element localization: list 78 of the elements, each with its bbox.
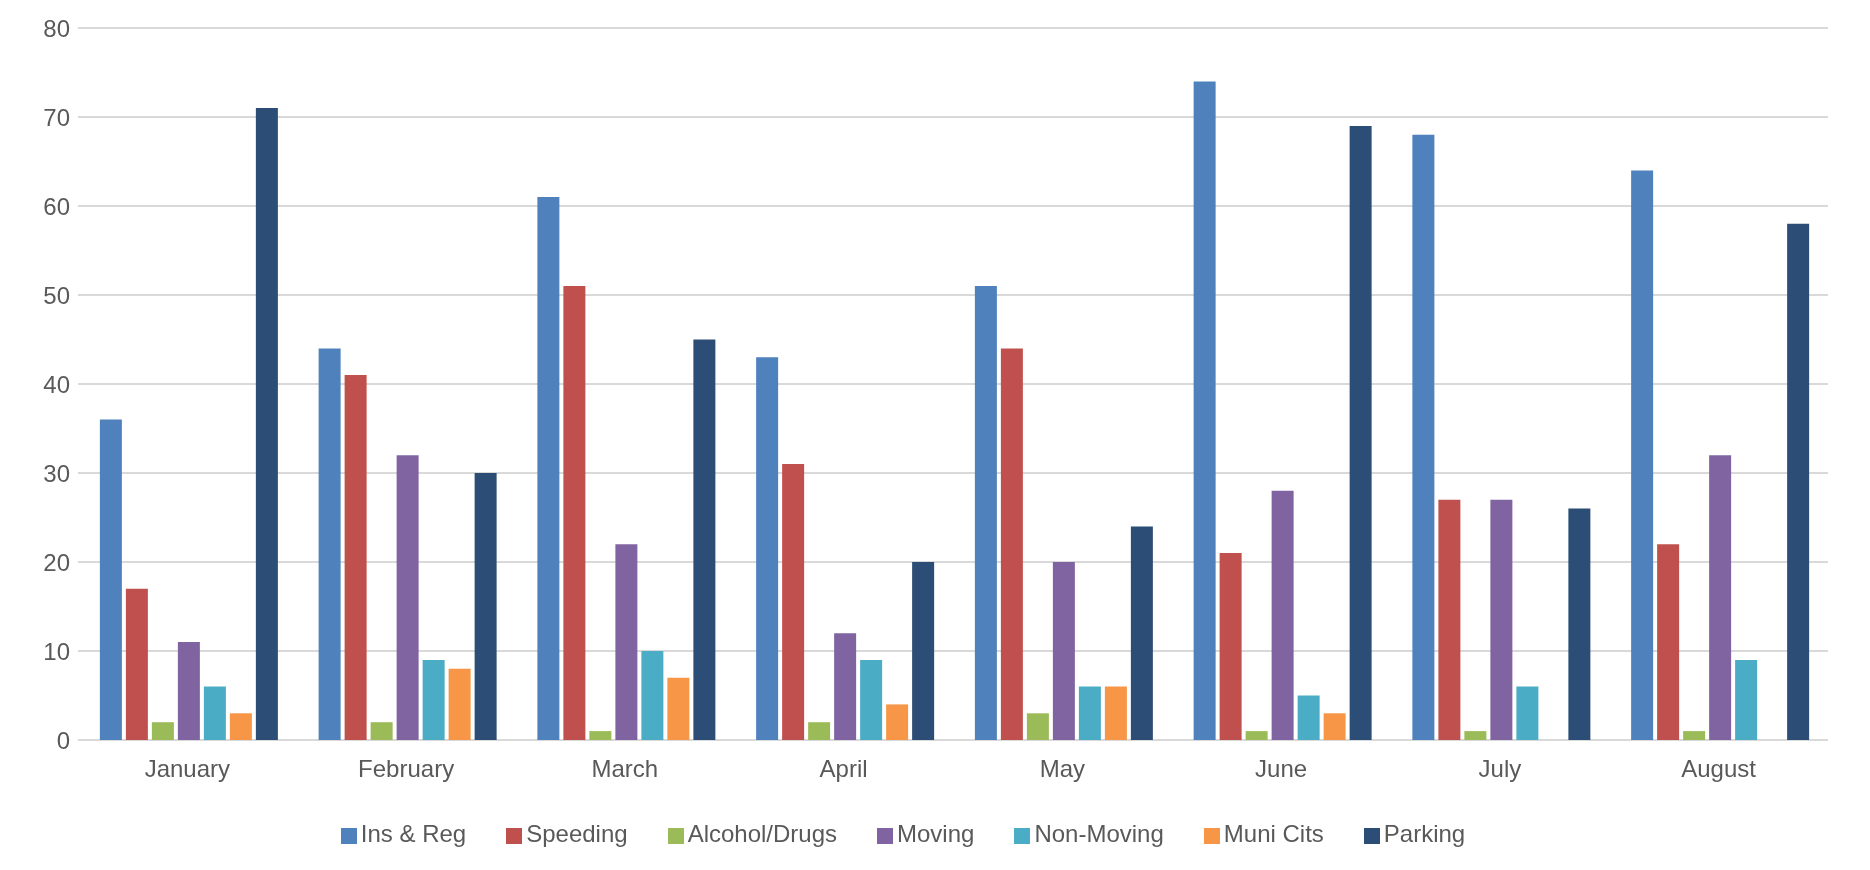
bar: [1052, 562, 1075, 740]
bar: [860, 659, 883, 740]
bar: [99, 419, 122, 740]
bar: [1323, 713, 1346, 740]
bar: [615, 544, 638, 740]
legend-label: Ins & Reg: [360, 820, 467, 847]
x-tick-label: January: [144, 755, 231, 783]
bar: [474, 473, 497, 740]
bar: [589, 731, 612, 740]
x-tick-label: August: [1681, 755, 1757, 783]
bar: [1631, 170, 1654, 740]
bar: [537, 197, 560, 740]
bar: [667, 677, 690, 740]
legend-label: Muni Cits: [1223, 820, 1324, 847]
bar: [229, 713, 252, 740]
bar: [1349, 125, 1372, 740]
bar: [1000, 348, 1023, 740]
bar: [1219, 553, 1242, 740]
y-tick-label: 50: [43, 281, 70, 309]
bar: [1438, 499, 1461, 740]
y-tick-label: 80: [43, 14, 70, 42]
bar: [1787, 223, 1810, 740]
y-tick-label: 40: [43, 370, 70, 398]
x-tick-label: June: [1255, 755, 1308, 783]
legend-label: Non-Moving: [1034, 820, 1164, 847]
bar: [396, 455, 419, 740]
bar: [1026, 713, 1049, 740]
legend-label: Moving: [897, 820, 975, 847]
y-tick-label: 10: [43, 637, 70, 665]
y-tick-label: 20: [43, 548, 70, 576]
bar: [912, 562, 935, 740]
bar: [1516, 686, 1539, 740]
x-tick-label: April: [819, 755, 868, 783]
bar: [1130, 526, 1153, 740]
bar: [1078, 686, 1101, 740]
bar: [886, 704, 909, 740]
bar: [1104, 686, 1127, 740]
y-tick-label: 70: [43, 103, 70, 131]
bar: [422, 659, 445, 740]
x-tick-label: May: [1039, 755, 1086, 783]
bar: [834, 633, 857, 740]
legend-label: Speeding: [526, 820, 628, 847]
bar: [808, 722, 831, 740]
bar: [974, 286, 997, 740]
bar: [782, 464, 805, 740]
bar: [151, 722, 174, 740]
bar: [318, 348, 341, 740]
bar: [1193, 81, 1216, 740]
bar: [1297, 695, 1320, 740]
bar: [756, 357, 779, 740]
bar: [1490, 499, 1513, 740]
bar: [1709, 455, 1732, 740]
legend-label: Parking: [1383, 820, 1466, 847]
bar: [1683, 731, 1706, 740]
bar: [1464, 731, 1487, 740]
bar: [448, 668, 471, 740]
bar: [1657, 544, 1680, 740]
x-tick-label: February: [358, 755, 455, 783]
bar: [177, 642, 200, 740]
bar: [693, 339, 716, 740]
bar: [344, 375, 367, 740]
bar: [563, 286, 586, 740]
bar: [1568, 508, 1591, 740]
bar: [1245, 731, 1268, 740]
y-tick-label: 60: [43, 192, 70, 220]
bar: [125, 588, 148, 740]
x-tick-label: March: [591, 755, 659, 783]
legend-label: Alcohol/Drugs: [687, 820, 838, 847]
y-tick-label: 30: [43, 459, 70, 487]
bar: [203, 686, 226, 740]
bar: [1412, 134, 1435, 740]
bar: [1271, 490, 1294, 740]
x-tick-label: July: [1478, 755, 1522, 783]
y-tick-label: 0: [56, 726, 70, 754]
bar: [255, 108, 278, 740]
bar: [370, 722, 393, 740]
bar: [1735, 659, 1758, 740]
bar: [641, 651, 664, 740]
